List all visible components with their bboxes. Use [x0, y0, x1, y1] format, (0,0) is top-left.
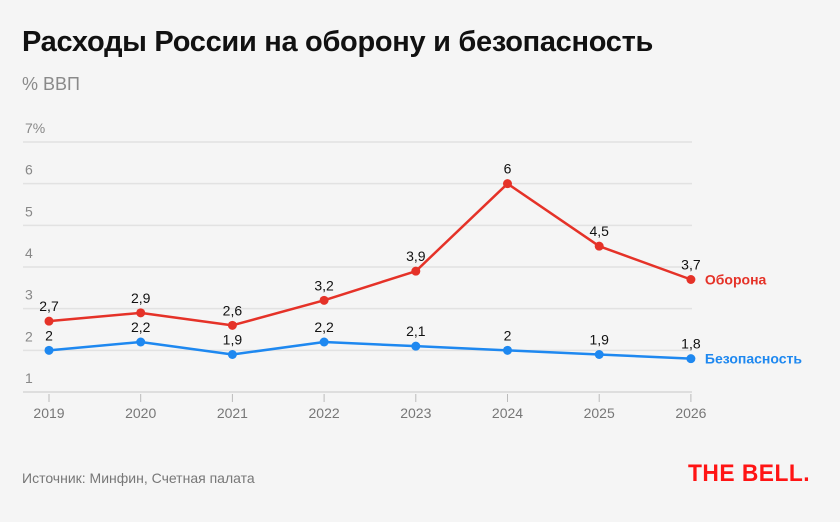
data-point	[503, 179, 512, 189]
data-label: 2,9	[131, 290, 151, 306]
data-point	[136, 337, 146, 347]
y-tick-label: 1	[25, 370, 33, 386]
y-tick-label: 7%	[25, 120, 45, 136]
y-tick-label: 2	[25, 328, 33, 344]
x-tick-label: 2025	[584, 405, 615, 421]
data-point	[686, 354, 696, 364]
series-label: Безопасность	[705, 351, 803, 367]
y-tick-label: 6	[25, 162, 33, 178]
x-tick-label: 2019	[33, 405, 64, 421]
source-note: Источник: Минфин, Счетная палата	[22, 470, 255, 486]
x-tick-label: 2021	[217, 405, 248, 421]
data-point	[594, 241, 604, 251]
data-label: 1,9	[589, 332, 609, 348]
data-point	[319, 337, 329, 347]
x-tick-label: 2026	[675, 405, 706, 421]
data-label: 2,2	[314, 319, 334, 335]
data-label: 3,2	[314, 277, 334, 293]
data-label: 4,5	[589, 223, 609, 239]
the-bell-logo: THE BELL.	[688, 460, 811, 487]
data-label: 1,9	[223, 332, 243, 348]
data-point	[319, 295, 329, 305]
series-line-Безопасность	[48, 340, 691, 360]
data-label: 6	[504, 161, 512, 177]
data-point	[503, 345, 512, 355]
data-point	[411, 266, 421, 276]
data-label: 3,7	[681, 257, 701, 273]
y-tick-label: 5	[25, 203, 33, 219]
x-tick-label: 2022	[309, 405, 340, 421]
data-point	[136, 308, 146, 318]
data-point	[44, 316, 54, 326]
x-tick-label: 2020	[125, 405, 156, 421]
data-point	[227, 350, 237, 359]
series-line-Оборона	[48, 182, 692, 327]
data-label: 3,9	[406, 248, 426, 264]
data-label: 2,2	[131, 319, 151, 335]
data-label: 2,1	[406, 323, 426, 339]
x-tick-label: 2023	[400, 405, 431, 421]
series-label: Оборона	[705, 272, 767, 288]
y-axis-unit: % ВВП	[22, 74, 80, 94]
data-point	[686, 275, 696, 284]
data-point	[227, 320, 237, 330]
data-label: 1,8	[681, 336, 701, 352]
data-label: 2	[504, 327, 512, 343]
y-tick-label: 3	[25, 287, 33, 303]
data-point	[411, 341, 421, 351]
x-tick-label: 2024	[492, 405, 523, 421]
data-label: 2	[45, 327, 53, 343]
data-point	[594, 350, 604, 359]
y-tick-label: 4	[25, 245, 33, 261]
data-point	[44, 345, 54, 355]
data-label: 2,7	[39, 298, 59, 314]
chart-title: Расходы России на оборону и безопасность	[22, 26, 654, 58]
data-label: 2,6	[223, 302, 243, 318]
